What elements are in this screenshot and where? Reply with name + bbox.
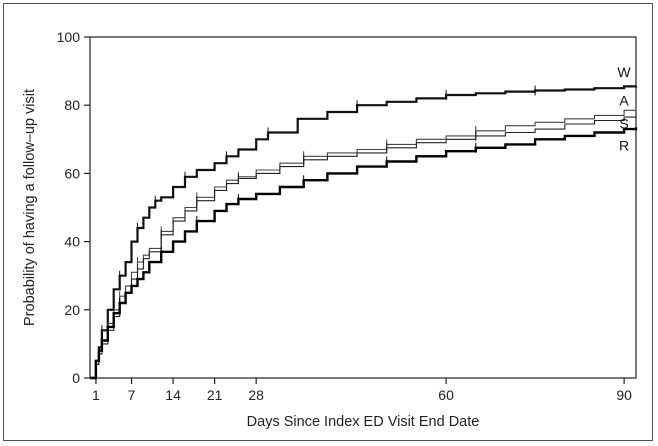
x-tick-label: 60: [438, 387, 454, 403]
y-tick-label: 60: [64, 165, 80, 181]
series-line-a: [90, 108, 637, 379]
y-tick-label: 0: [72, 370, 80, 386]
y-tick-label: 40: [64, 234, 80, 250]
x-tick-label: 90: [616, 387, 632, 403]
y-tick-label: 100: [57, 29, 81, 45]
series-label-w: W: [617, 64, 631, 80]
series-label-r: R: [619, 137, 629, 153]
x-axis-title: Days Since Index ED Visit End Date: [247, 414, 480, 430]
x-tick-label: 14: [165, 387, 181, 403]
y-tick-label: 20: [64, 302, 80, 318]
x-tick-label: 28: [248, 387, 264, 403]
plot-area-border: [89, 36, 637, 379]
x-tick-label: 7: [128, 387, 136, 403]
series-label-s: S: [619, 115, 628, 131]
series-line-w: [90, 85, 638, 380]
y-axis-title: Probability of having a follow–up visit: [22, 89, 38, 326]
y-tick-label: 80: [64, 97, 80, 113]
x-tick-label: 1: [92, 387, 100, 403]
series-line-r: [90, 127, 638, 380]
axes: 0 20 40 60 80 100 1 7 14 21 28 60 90: [57, 29, 637, 403]
x-tick-label: 21: [207, 387, 223, 403]
series-line-s: [90, 115, 637, 379]
series-label-a: A: [619, 93, 629, 109]
series-layer: [90, 85, 638, 380]
